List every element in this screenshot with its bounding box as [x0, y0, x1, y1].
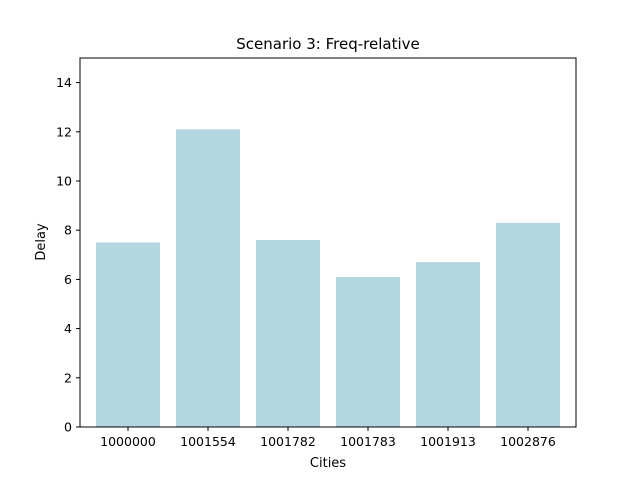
- chart-title: Scenario 3: Freq-relative: [236, 35, 419, 53]
- bars-group: [96, 129, 560, 427]
- bar-1002876: [496, 222, 560, 427]
- y-tick-label: 2: [64, 370, 72, 385]
- x-axis-ticks: 1000000 1001554 1001782 1001783 1001913 10028…: [100, 427, 556, 449]
- x-tick-label: 1001554: [180, 434, 236, 449]
- y-tick-label: 6: [64, 272, 72, 287]
- y-axis-ticks: 0 2 4 6 8 10 12 14: [56, 75, 80, 435]
- plot-frame: [79, 57, 577, 428]
- x-tick-label: 1002876: [500, 434, 556, 449]
- x-axis-label: Cities: [310, 456, 346, 471]
- x-tick-label: 1000000: [100, 434, 156, 449]
- y-tick-label: 0: [64, 420, 72, 435]
- bar-1000000: [96, 242, 160, 427]
- y-axis-label: Delay: [34, 223, 49, 261]
- bar-1001913: [416, 262, 480, 427]
- x-tick-label: 1001913: [420, 434, 476, 449]
- y-tick-label: 10: [56, 174, 72, 189]
- x-tick-label: 1001783: [340, 434, 396, 449]
- y-tick-label: 4: [64, 321, 72, 336]
- y-tick-label: 12: [56, 124, 72, 139]
- bar-1001782: [256, 240, 320, 427]
- bar-1001783: [336, 276, 400, 427]
- x-tick-label: 1001782: [260, 434, 316, 449]
- y-tick-label: 14: [56, 75, 72, 90]
- y-tick-label: 8: [64, 223, 72, 238]
- bar-1001554: [176, 129, 240, 427]
